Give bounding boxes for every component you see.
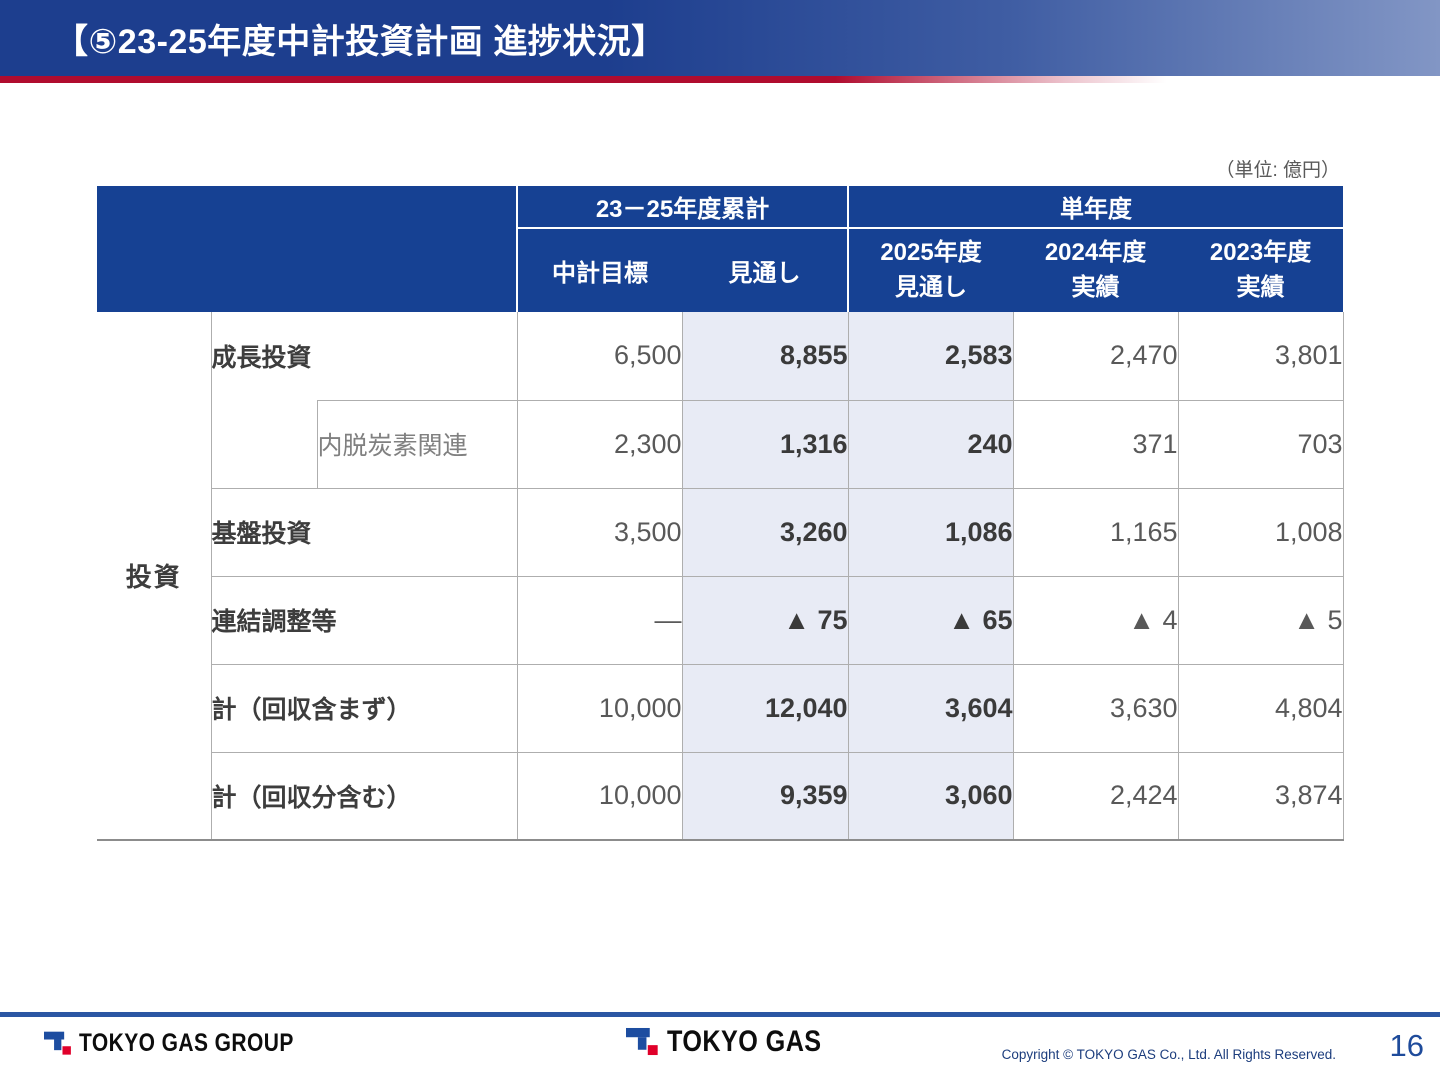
- cell-midterm-target: 6,500: [516, 312, 683, 401]
- row-indent-spacer: [210, 400, 318, 489]
- table-row-total-excl-recovery: 計（回収含まず） 10,000 12,040 3,604 3,630 4,804: [97, 663, 1344, 753]
- investment-progress-table: 23－25年度累計 単年度 中計目標 見通し 2025年度 見通し 2024年度…: [97, 186, 1344, 841]
- table-body: 投資 成長投資 6,500 8,855 2,583 2,470 3,801 内脱…: [97, 312, 1344, 841]
- cell-midterm-target: 10,000: [516, 751, 683, 841]
- cell-fy2024-actual: 3,630: [1012, 663, 1179, 753]
- cell-outlook: 3,260: [681, 487, 849, 577]
- column-header-fy2023-actual: 2023年度 実績: [1178, 228, 1344, 312]
- tokyo-gas-mark-icon: [44, 1031, 71, 1055]
- tokyo-gas-group-logo-text: TOKYO GAS GROUP: [79, 1029, 294, 1057]
- cell-fy2025-outlook: 3,060: [847, 751, 1014, 841]
- unit-note: （単位: 億円）: [1215, 160, 1340, 181]
- page-number: 16: [1389, 1028, 1424, 1063]
- cell-fy2025-outlook: 240: [847, 399, 1014, 489]
- cell-midterm-target: —: [516, 575, 683, 665]
- cell-fy2025-outlook: 1,086: [847, 487, 1014, 577]
- cell-fy2024-actual: 2,470: [1012, 312, 1179, 401]
- cell-fy2025-outlook: 3,604: [847, 663, 1014, 753]
- cell-outlook: 1,316: [681, 399, 849, 489]
- cell-fy2024-actual: ▲ 4: [1012, 575, 1179, 665]
- cell-outlook: 8,855: [681, 312, 849, 401]
- cell-fy2024-actual: 1,165: [1012, 487, 1179, 577]
- cell-fy2023-actual: ▲ 5: [1177, 575, 1344, 665]
- table-corner-blank: [97, 186, 518, 312]
- column-header-outlook: 見通し: [682, 228, 849, 312]
- column-header-fy2024-actual: 2024年度 実績: [1013, 228, 1179, 312]
- cell-fy2023-actual: 4,804: [1177, 663, 1344, 753]
- cell-fy2024-actual: 371: [1012, 399, 1179, 489]
- cell-fy2025-outlook: ▲ 65: [847, 575, 1014, 665]
- cell-fy2023-actual: 703: [1177, 399, 1344, 489]
- table-row-consolidation-adjustments: 連結調整等 — ▲ 75 ▲ 65 ▲ 4 ▲ 5: [97, 575, 1344, 665]
- row-label: 成長投資: [210, 312, 518, 400]
- table-row-growth-investment: 投資 成長投資 6,500 8,855 2,583 2,470 3,801: [97, 312, 1344, 841]
- banner-accent-line: [0, 76, 1440, 83]
- page-title: 【⑤23-25年度中計投資計画 進捗状況】: [54, 22, 666, 61]
- cell-fy2025-outlook: 2,583: [847, 312, 1014, 401]
- cell-fy2024-actual: 2,424: [1012, 751, 1179, 841]
- column-header-fy2025-outlook: 2025年度 見通し: [847, 228, 1014, 312]
- row-label: 内脱炭素関連: [316, 399, 518, 489]
- column-group-single-year: 単年度: [847, 186, 1344, 229]
- tokyo-gas-logo-text: TOKYO GAS: [667, 1025, 822, 1058]
- cell-outlook: 12,040: [681, 663, 849, 753]
- row-label: 連結調整等: [210, 575, 518, 665]
- footer-divider-line: [0, 1012, 1440, 1017]
- column-group-cumulative: 23－25年度累計: [516, 186, 849, 229]
- header-group-row: 23－25年度累計 単年度: [97, 186, 1344, 312]
- copyright-text: Copyright © TOKYO GAS Co., Ltd. All Righ…: [1001, 1047, 1336, 1062]
- tokyo-gas-logo: TOKYO GAS: [626, 1025, 851, 1059]
- table-header: 23－25年度累計 単年度 中計目標 見通し 2025年度 見通し 2024年度…: [97, 186, 1344, 312]
- row-label: 基盤投資: [210, 487, 518, 577]
- column-header-midterm-target: 中計目標: [516, 228, 683, 312]
- cell-midterm-target: 3,500: [516, 487, 683, 577]
- cell-fy2023-actual: 3,801: [1177, 312, 1344, 401]
- row-label: 計（回収分含む）: [210, 751, 518, 841]
- tokyo-gas-mark-icon: [626, 1027, 658, 1055]
- table-row-total-incl-recovery: 計（回収分含む） 10,000 9,359 3,060 2,424 3,874: [97, 751, 1344, 841]
- cell-fy2023-actual: 3,874: [1177, 751, 1344, 841]
- cell-midterm-target: 10,000: [516, 663, 683, 753]
- row-group-label-investment: 投資: [97, 312, 212, 841]
- cell-fy2023-actual: 1,008: [1177, 487, 1344, 577]
- title-banner: 【⑤23-25年度中計投資計画 進捗状況】: [0, 0, 1440, 76]
- cell-midterm-target: 2,300: [516, 399, 683, 489]
- table-row-base-investment: 基盤投資 3,500 3,260 1,086 1,165 1,008: [97, 487, 1344, 577]
- header-columns-row: 中計目標 見通し 2025年度 見通し 2024年度 実績 2023年度 実績: [97, 228, 1344, 312]
- tokyo-gas-group-logo: TOKYO GAS GROUP: [44, 1029, 335, 1058]
- table-row-decarbonization: 内脱炭素関連 2,300 1,316 240 371 703: [97, 399, 1344, 489]
- cell-outlook: ▲ 75: [681, 575, 849, 665]
- cell-outlook: 9,359: [681, 751, 849, 841]
- row-label: 計（回収含まず）: [210, 663, 518, 753]
